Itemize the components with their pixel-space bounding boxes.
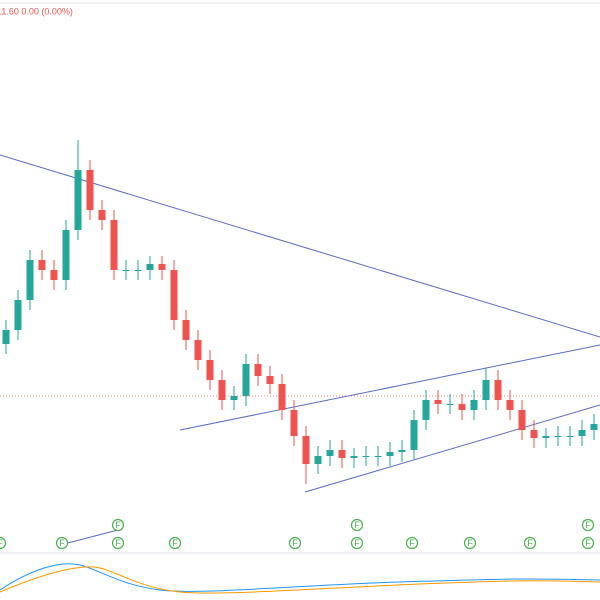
candle-body (134, 270, 142, 271)
marker-circle (350, 536, 364, 550)
candle-body (98, 210, 106, 220)
candle-body (302, 436, 310, 464)
candle-body (422, 400, 430, 420)
macd-line (0, 563, 600, 592)
candle-body (62, 230, 70, 280)
candle-body (206, 360, 214, 380)
marker-label: F (585, 538, 591, 548)
candle-body (2, 330, 10, 344)
trend-line (304, 404, 600, 493)
candle-body (38, 260, 46, 270)
marker-label: F (0, 538, 3, 548)
candle-body (182, 320, 190, 340)
candle-body (494, 380, 502, 400)
marker-label: F (59, 538, 65, 548)
candle-body (218, 380, 226, 400)
candle-body (410, 420, 418, 450)
trend-lines (0, 154, 600, 546)
candle-body (86, 170, 94, 210)
marker-label: F (354, 520, 360, 530)
trend-line (0, 154, 600, 338)
candle-body (146, 264, 154, 270)
candle-body (506, 400, 514, 410)
candle-body (542, 436, 550, 438)
candle-body (110, 220, 118, 270)
marker-circle (168, 536, 182, 550)
candle-body (14, 300, 22, 330)
candle-body (458, 404, 466, 410)
marker-circle (0, 536, 7, 550)
marker-circle (523, 536, 537, 550)
candle-body (374, 456, 382, 457)
marker-circle (581, 536, 595, 550)
marker-circle (288, 536, 302, 550)
candle-body (338, 450, 346, 458)
candle-body (362, 456, 370, 457)
candle-body (398, 450, 406, 452)
candle-body (278, 384, 286, 410)
candle-body (518, 410, 526, 430)
marker-circle (111, 536, 125, 550)
candle-body (50, 270, 58, 280)
marker-circle (581, 518, 595, 532)
candle-body (554, 436, 562, 437)
marker-circle (350, 518, 364, 532)
candle-body (386, 452, 394, 456)
candle-body (326, 450, 334, 456)
candle-body (482, 380, 490, 400)
signal-line (0, 566, 600, 594)
candles (2, 140, 598, 484)
candle-body (122, 270, 130, 271)
marker-label: F (115, 520, 121, 530)
marker-circle (111, 518, 125, 532)
candle-body (470, 400, 478, 410)
candle-body (158, 264, 166, 270)
candle-body (578, 430, 586, 436)
marker-label: F (292, 538, 298, 548)
candle-body (170, 270, 178, 320)
candle-body (230, 396, 238, 400)
candle-body (242, 364, 250, 396)
candle-body (254, 364, 262, 376)
candle-body (434, 400, 442, 404)
marker-label: F (172, 538, 178, 548)
trend-line (179, 344, 600, 431)
marker-circle (463, 536, 477, 550)
trend-line (59, 529, 119, 546)
marker-label: F (409, 538, 415, 548)
marker-label: F (354, 538, 360, 548)
candle-body (314, 456, 322, 464)
candle-body (74, 170, 82, 230)
markers: FFFFFFFFFFFFF (0, 518, 595, 550)
candle-body (194, 340, 202, 360)
marker-circle (55, 536, 69, 550)
marker-circle (405, 536, 419, 550)
candle-body (530, 430, 538, 438)
marker-label: F (527, 538, 533, 548)
candle-body (446, 404, 454, 405)
marker-label: F (585, 520, 591, 530)
candle-body (290, 410, 298, 436)
marker-label: F (467, 538, 473, 548)
candle-body (566, 436, 574, 437)
marker-label: F (115, 538, 121, 548)
candle-body (590, 424, 598, 430)
candle-body (26, 260, 34, 300)
legend-text: 11.60 0.00 (0.00%) (0, 6, 73, 16)
candle-body (350, 456, 358, 458)
candle-body (266, 376, 274, 384)
